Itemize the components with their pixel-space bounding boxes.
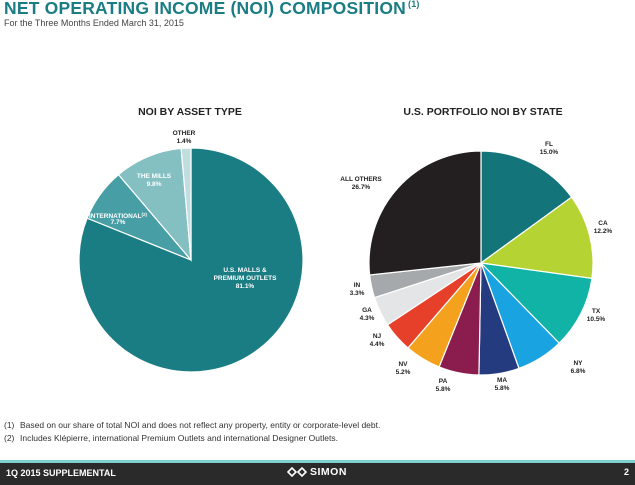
footer-bar: 1Q 2015 SUPPLEMENTAL SIMON 2 [0, 460, 635, 485]
pie-1-slice-10-label: ALL OTHERS 26.7% [340, 176, 382, 191]
pie-0-slice-1-label: INTERNATIONAL(2) 7.7% [89, 212, 148, 226]
footnote-2: (2) Includes Klépierre, international Pr… [4, 432, 380, 445]
footnote-1: (1) Based on our share of total NOI and … [4, 419, 380, 432]
pie-1-slice-1-label: CA 12.2% [594, 220, 613, 235]
pie-1-slice-10 [368, 150, 482, 276]
footer-report-label: 1Q 2015 SUPPLEMENTAL [6, 468, 116, 478]
asset-type-chart-title: NOI BY ASSET TYPE [138, 106, 242, 118]
page-title-text: NET OPERATING INCOME (NOI) COMPOSITION [4, 0, 406, 18]
footnote-1-mark: (1) [4, 420, 15, 430]
pie-1-slice-9-label: IN 3.3% [350, 282, 365, 297]
pie-1-slice-6-label: NV 5.2% [396, 361, 411, 376]
page-title: NET OPERATING INCOME (NOI) COMPOSITION (1… [4, 0, 420, 19]
pie-1-slice-2-label: TX 10.5% [587, 308, 606, 323]
state-chart-title: U.S. PORTFOLIO NOI BY STATE [403, 106, 563, 118]
pie-charts: U.S. MALLS & PREMIUM OUTLETS 81.1% INTERNAT… [78, 130, 613, 393]
pie-1-slice-3-label: NY 6.8% [571, 360, 586, 375]
pie-1-slice-0 [480, 150, 573, 265]
page-number: 2 [624, 467, 630, 477]
pie-1-slice-5-label: PA 5.8% [436, 378, 451, 393]
footnotes: (1) Based on our share of total NOI and … [4, 419, 380, 445]
pie-1-slice-8-label: GA 4.3% [360, 307, 375, 322]
footnote-1-text: Based on our share of total NOI and does… [20, 420, 381, 430]
pie-0-slice-3-label: OTHER 1.4% [173, 130, 196, 145]
pie-0 [78, 147, 304, 373]
title-footnote-mark: (1) [408, 0, 420, 9]
pie-1-slice-2 [479, 262, 593, 345]
pie-1-slice-1 [479, 196, 594, 280]
pie-0-slice-3 [180, 147, 192, 261]
pie-1-slice-0-label: FL 15.0% [540, 141, 559, 156]
pie-1-slice-7-label: NJ 4.4% [370, 333, 385, 348]
footer-brand: SIMON [287, 466, 347, 478]
footer-brand-name: SIMON [310, 466, 347, 478]
simon-logo-icon [287, 467, 307, 477]
footnote-2-text: Includes Klépierre, international Premiu… [20, 433, 338, 443]
pie-0-slice-2-label: THE MILLS 9.8% [137, 173, 172, 188]
footnote-2-mark: (2) [4, 433, 15, 443]
pie-1 [368, 150, 594, 376]
pie-0-slice-0-label: U.S. MALLS & PREMIUM OUTLETS 81.1% [214, 267, 277, 290]
page-subtitle: For the Three Months Ended March 31, 201… [4, 18, 184, 28]
pie-1-slice-4-label: MA 5.8% [495, 377, 510, 392]
